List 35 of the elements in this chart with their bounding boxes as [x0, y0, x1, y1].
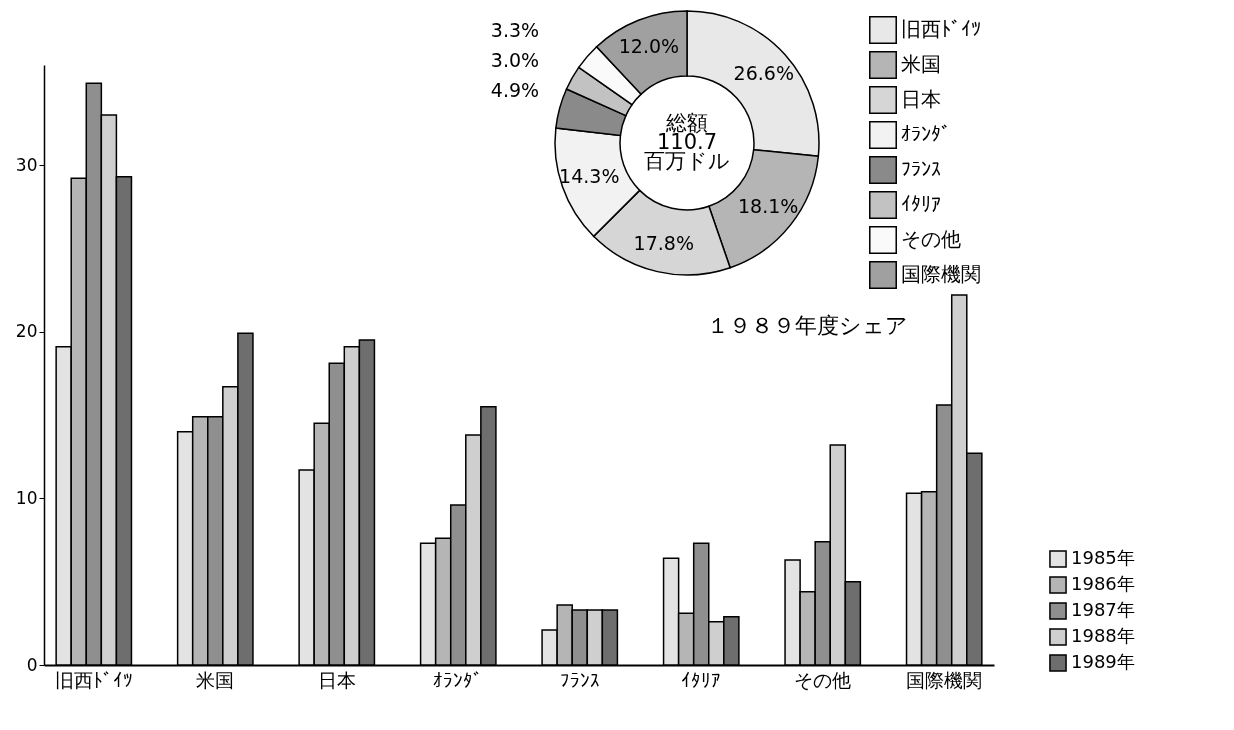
x-tick-label: 日本	[317, 668, 356, 691]
legend-label: ｲﾀﾘｱ	[901, 192, 941, 216]
y-tick-label: 10	[15, 487, 38, 508]
legend-label: ﾌﾗﾝｽ	[901, 157, 941, 181]
x-tick-label: ｵﾗﾝﾀﾞ	[433, 668, 484, 691]
y-tick-label: 20	[15, 321, 38, 342]
legend-label: 1987年	[1071, 599, 1135, 620]
data-label: 12.0%	[618, 34, 680, 57]
legend-label: 1986年	[1071, 573, 1135, 594]
y-tick-label: 0	[26, 654, 38, 675]
legend-label: 日本	[901, 87, 941, 111]
legend-label: 旧西ﾄﾞｲﾂ	[901, 17, 981, 41]
legend-label: ｵﾗﾝﾀﾞ	[901, 122, 951, 146]
text: １９８９年度シェア	[706, 313, 908, 338]
data-label: 14.3%	[559, 165, 620, 188]
data-label: 17.8%	[633, 231, 694, 254]
x-tick-label: 国際機関	[906, 668, 983, 691]
legend-label: 1985年	[1071, 547, 1135, 568]
legend-label: 米国	[901, 52, 941, 76]
legend-label: 1988年	[1071, 625, 1135, 646]
x-tick-label: 米国	[196, 668, 235, 691]
legend-label: その他	[901, 227, 961, 251]
data-label: 18.1%	[738, 195, 799, 218]
x-tick-label: その他	[794, 668, 852, 691]
data-label: 3.3%	[490, 19, 540, 41]
legend-label: 国際機関	[901, 262, 981, 286]
legend-label: 1989年	[1071, 651, 1135, 672]
data-label: 4.9%	[490, 79, 540, 101]
x-tick-label: ﾌﾗﾝｽ	[559, 668, 600, 691]
data-label: 3.0%	[490, 49, 540, 71]
y-tick-label: 30	[15, 154, 38, 175]
x-tick-label: 旧西ﾄﾞｲﾂ	[54, 668, 133, 691]
annotation: 百万ドル	[644, 148, 730, 173]
x-tick-label: ｲﾀﾘｱ	[681, 668, 722, 691]
data-label: 26.6%	[733, 61, 794, 84]
